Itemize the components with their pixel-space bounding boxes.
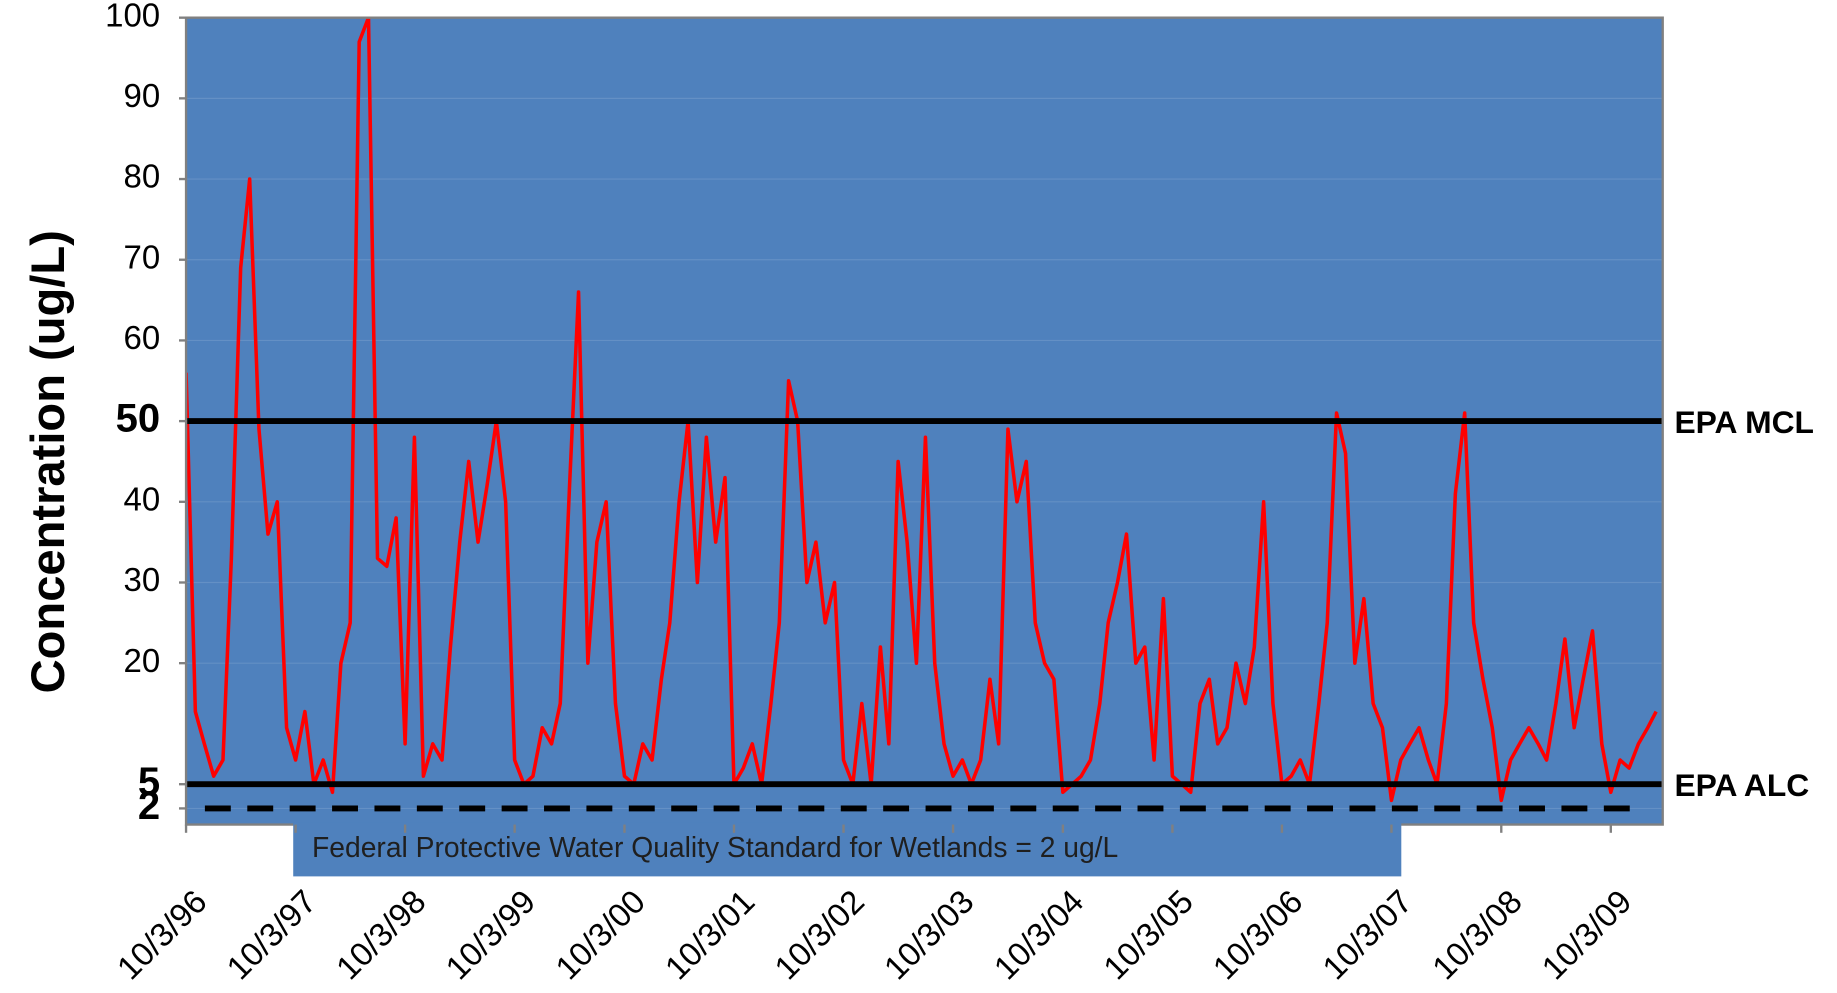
y-tick-label: 90 bbox=[123, 77, 160, 114]
x-tick-label: 10/3/07 bbox=[1315, 883, 1419, 987]
y-axis-title: Concentration (ug/L) bbox=[21, 230, 74, 693]
y-tick-label: 5 bbox=[138, 760, 160, 804]
annotation-box bbox=[293, 822, 1402, 877]
x-tick-label: 10/3/96 bbox=[110, 883, 214, 987]
x-tick-label: 10/3/02 bbox=[767, 883, 871, 987]
x-tick-label: 10/3/05 bbox=[1096, 883, 1200, 987]
x-tick-label: 10/3/03 bbox=[877, 883, 981, 987]
reference-label: EPA MCL bbox=[1674, 404, 1813, 440]
y-tick-label: 80 bbox=[123, 158, 160, 195]
x-tick-label: 10/3/01 bbox=[658, 883, 762, 987]
x-tick-label: 10/3/04 bbox=[987, 883, 1091, 987]
x-tick-label: 10/3/97 bbox=[219, 883, 323, 987]
y-tick-label: 40 bbox=[123, 481, 160, 518]
y-tick-label: 100 bbox=[105, 0, 160, 33]
y-tick-label: 70 bbox=[123, 238, 160, 275]
x-tick-label: 10/3/98 bbox=[329, 883, 433, 987]
x-tick-label: 10/3/06 bbox=[1206, 883, 1310, 987]
x-tick-label: 10/3/08 bbox=[1425, 883, 1529, 987]
x-tick-label: 10/3/99 bbox=[438, 883, 542, 987]
y-tick-label: 20 bbox=[123, 642, 160, 679]
y-tick-label: 60 bbox=[123, 319, 160, 356]
x-tick-label: 10/3/00 bbox=[548, 883, 652, 987]
reference-label: EPA ALC bbox=[1674, 767, 1809, 803]
data-line bbox=[186, 17, 1658, 803]
y-tick-label: 50 bbox=[116, 397, 161, 441]
annotation: Federal Protective Water Quality Standar… bbox=[312, 831, 1118, 863]
y-tick-label: 30 bbox=[123, 561, 160, 598]
x-tick-label: 10/3/09 bbox=[1534, 883, 1638, 987]
y-tick-label: 2 bbox=[138, 784, 160, 828]
